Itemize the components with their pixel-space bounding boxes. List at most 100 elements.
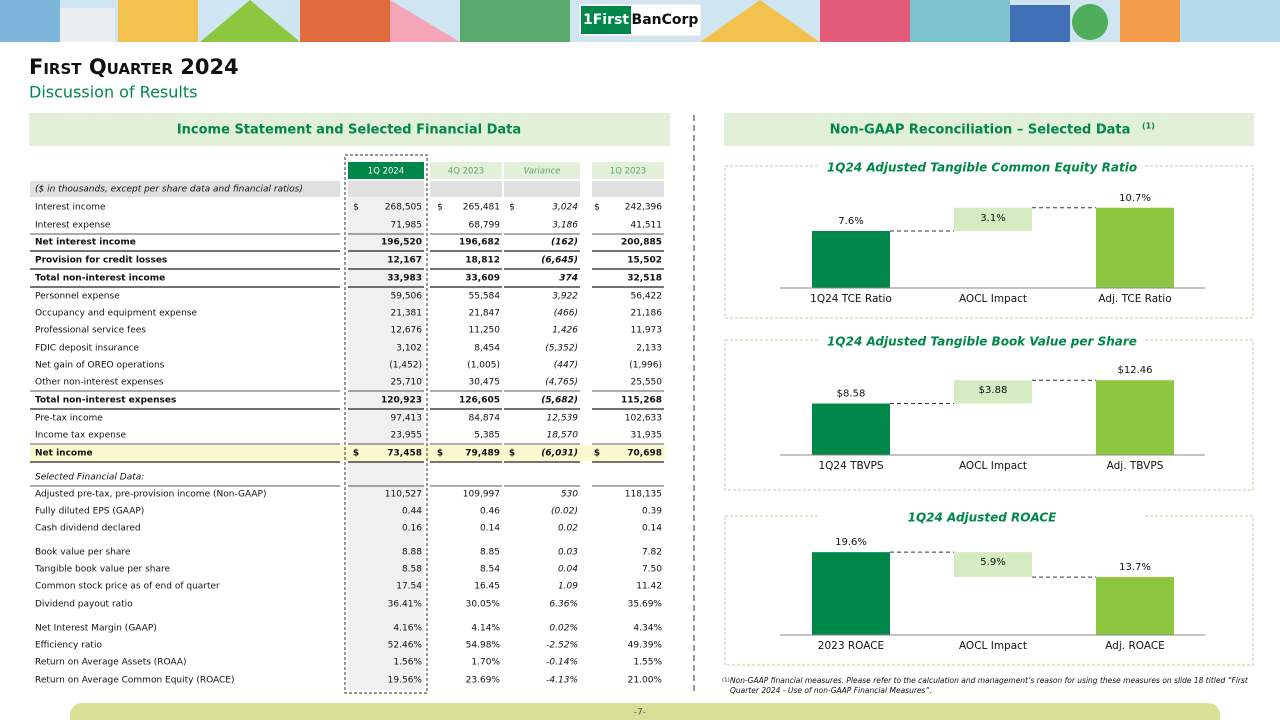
cell: 23.69% bbox=[466, 676, 501, 686]
chart-title-bg bbox=[820, 508, 1144, 524]
cell: 11.42 bbox=[636, 582, 662, 592]
row-label: Other non-interest expenses bbox=[35, 378, 164, 388]
cell: 1,426 bbox=[552, 326, 578, 336]
cell: 3,186 bbox=[552, 221, 578, 231]
cell: 5,385 bbox=[474, 431, 500, 441]
panel-header bbox=[724, 113, 1254, 146]
category-label: 1Q24 TCE Ratio bbox=[810, 293, 892, 305]
header-cell bbox=[592, 162, 664, 179]
bar bbox=[1096, 380, 1174, 455]
category-label: Adj. TCE Ratio bbox=[1098, 293, 1171, 305]
row-label: Cash dividend declared bbox=[35, 524, 141, 534]
currency: $ bbox=[509, 203, 515, 213]
row-label: Professional service fees bbox=[35, 326, 146, 336]
category-label: Adj. ROACE bbox=[1105, 640, 1165, 652]
cell: 8.54 bbox=[480, 565, 500, 575]
row-label: Fully diluted EPS (GAAP) bbox=[35, 507, 144, 517]
cell: 126,605 bbox=[459, 396, 500, 406]
cell: 0.02 bbox=[558, 524, 578, 534]
cell: 0.14 bbox=[480, 524, 500, 534]
cell: 7.82 bbox=[642, 548, 662, 558]
value-label: $12.46 bbox=[1118, 365, 1153, 376]
cell: 110,527 bbox=[385, 490, 422, 500]
cell: 196,682 bbox=[459, 238, 500, 248]
chart-frame bbox=[724, 339, 1254, 491]
cell: 32,518 bbox=[627, 274, 662, 284]
row-label: Net income bbox=[35, 449, 93, 459]
chart-title-bg bbox=[820, 332, 1144, 348]
cell: 68,799 bbox=[469, 221, 501, 231]
cell: (447) bbox=[554, 361, 578, 371]
category-label: 2023 ROACE bbox=[818, 640, 884, 652]
cell: (162) bbox=[551, 238, 578, 248]
column-header: 4Q 2023 bbox=[448, 167, 484, 177]
row-label: Provision for credit losses bbox=[35, 256, 167, 266]
chart-title: 1Q24 Adjusted Tangible Book Value per Sh… bbox=[827, 335, 1137, 349]
cell: -2.52% bbox=[546, 641, 578, 651]
category-label: AOCL Impact bbox=[959, 293, 1027, 305]
cell: 18,570 bbox=[547, 431, 579, 441]
column-header: 1Q 2023 bbox=[610, 167, 646, 177]
cell: 0.02% bbox=[549, 624, 578, 634]
category-label: AOCL Impact bbox=[959, 460, 1027, 472]
value-label: 5.9% bbox=[980, 557, 1005, 568]
cell: 25,550 bbox=[631, 378, 663, 388]
cell: 200,885 bbox=[621, 238, 662, 248]
cell: 33,609 bbox=[465, 274, 500, 284]
cell: (466) bbox=[554, 309, 578, 319]
cell: 12,167 bbox=[387, 256, 422, 266]
cell: 2,133 bbox=[636, 344, 662, 354]
footer-bar bbox=[70, 703, 1220, 720]
cell: 0.03 bbox=[558, 548, 578, 558]
bar bbox=[812, 403, 890, 455]
cell: 242,396 bbox=[625, 203, 662, 213]
cell: 6.36% bbox=[549, 600, 578, 610]
row-label: Interest income bbox=[35, 203, 106, 213]
cell: 71,985 bbox=[391, 221, 423, 231]
cell: 1.70% bbox=[471, 658, 500, 668]
cell: 21.00% bbox=[628, 676, 663, 686]
currency: $ bbox=[437, 203, 443, 213]
value-label: $3.88 bbox=[979, 385, 1008, 396]
logo-mark: 1First bbox=[583, 12, 629, 28]
cell: 17.54 bbox=[396, 582, 422, 592]
footnote-text: Non-GAAP financial measures. Please refe… bbox=[730, 676, 1248, 695]
value-label: 19.6% bbox=[835, 537, 867, 548]
cell: 16.45 bbox=[474, 582, 500, 592]
charts: 1Q24 Adjusted Tangible Common Equity Rat… bbox=[724, 158, 1254, 666]
panel-header bbox=[29, 113, 670, 146]
row-label: Occupancy and equipment expense bbox=[35, 309, 197, 319]
currency: $ bbox=[594, 203, 600, 213]
cell: 4.16% bbox=[393, 624, 422, 634]
bar bbox=[1096, 577, 1174, 635]
cell-shade bbox=[592, 181, 664, 197]
cell: 7.50 bbox=[642, 565, 662, 575]
cell: 59,506 bbox=[391, 292, 423, 302]
cell: 97,413 bbox=[391, 414, 423, 424]
cell: 15,502 bbox=[627, 256, 662, 266]
cell: 19.56% bbox=[388, 676, 423, 686]
cell: (5,682) bbox=[541, 396, 578, 406]
cell: 120,923 bbox=[381, 396, 422, 406]
row-label: Total non-interest expenses bbox=[35, 396, 176, 406]
value-label: 13.7% bbox=[1119, 562, 1151, 573]
cell: 1.55% bbox=[633, 658, 662, 668]
cell: 11,973 bbox=[631, 326, 663, 336]
cell: 0.44 bbox=[402, 507, 422, 517]
bar bbox=[812, 552, 890, 635]
cell: -0.14% bbox=[546, 658, 578, 668]
value-label: $8.58 bbox=[837, 389, 866, 400]
row-label: Personnel expense bbox=[35, 292, 120, 302]
cell-shade bbox=[430, 181, 502, 197]
cell: 3,102 bbox=[396, 344, 422, 354]
cell: 35.69% bbox=[628, 600, 663, 610]
cell: (1,005) bbox=[467, 361, 500, 371]
cell: 30,475 bbox=[469, 378, 501, 388]
cell: 49.39% bbox=[628, 641, 663, 651]
cell: 1.56% bbox=[393, 658, 422, 668]
bar bbox=[954, 380, 1032, 404]
chart-title: 1Q24 Adjusted ROACE bbox=[908, 511, 1058, 525]
cell: 115,268 bbox=[621, 396, 662, 406]
currency: $ bbox=[509, 449, 515, 459]
row-label: Tangible book value per share bbox=[34, 565, 171, 575]
